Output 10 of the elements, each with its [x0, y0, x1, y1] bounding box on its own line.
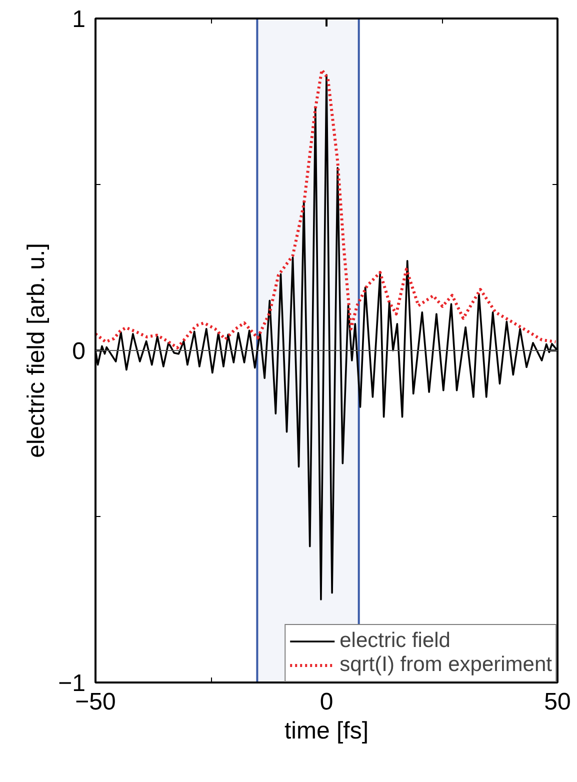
line-series — [96, 68, 558, 350]
legend-label: sqrt(I) from experiment — [340, 653, 552, 677]
y-axis-title: electric field [arb. u.] — [23, 243, 50, 458]
y-tick-label: −1 — [58, 670, 86, 697]
x-axis-title: time [fs] — [284, 718, 369, 744]
y-tick-label: 0 — [72, 338, 86, 365]
y-tick-label: 1 — [72, 6, 86, 33]
legend-label: electric field — [340, 629, 450, 653]
x-tick-label: 50 — [544, 688, 571, 716]
x-tick-label: 0 — [320, 688, 334, 716]
